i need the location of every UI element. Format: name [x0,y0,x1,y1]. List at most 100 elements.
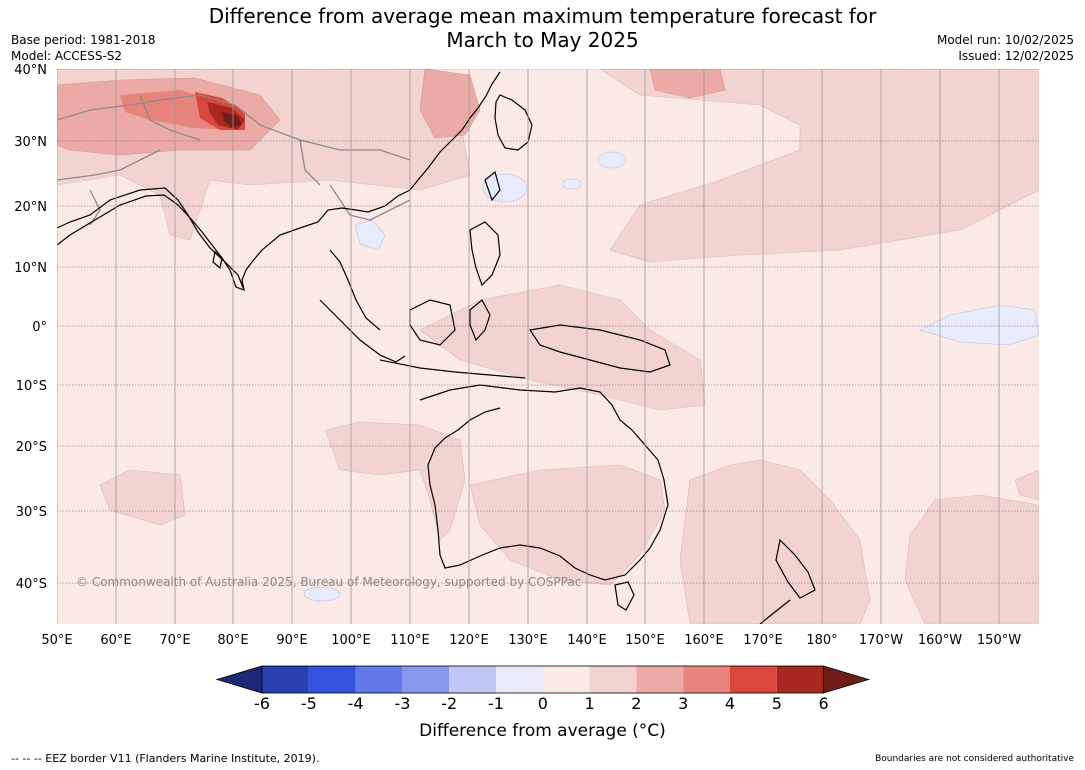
lat-label: 40°N [14,63,47,78]
coastline-new-guinea [528,324,671,373]
colorbar-tick-label: 3 [678,694,688,713]
coastline-nz-north [775,538,816,599]
colorbar-segments [215,665,870,694]
lon-label: 50°E [41,633,72,648]
lat-label: 10°S [16,379,47,394]
colorbar-segment [776,666,824,693]
longitude-gridlines [57,69,1000,624]
lon-label: 150°E [625,633,665,648]
colorbar-segment [730,666,777,693]
colorbar-title: Difference from average (°C) [419,721,666,741]
maritime-warm-region [419,284,706,411]
cool-spot-small [561,178,583,190]
border-line [57,149,161,181]
coastline-sumatra [319,299,406,363]
country-borders [57,94,411,226]
title-line-2: March to May 2025 [446,28,639,52]
coastline-japan-korea [494,94,533,151]
colorbar-extend-high [823,665,870,694]
model-run: Model run: 10/02/2025 [936,33,1074,47]
lat-label: 30°S [16,505,47,520]
lon-label: 150°W [977,633,1021,648]
coastline-australia [419,384,669,581]
longitude-labels: 50°E 60°E 70°E 80°E 90°E 100°E 110°E 120… [41,633,1021,648]
coastlines [57,71,816,624]
cool-spot-central-pacific [919,304,1039,346]
himalaya-anomaly-gt-6 [222,112,242,128]
lon-label: 60°E [100,633,131,648]
colorbar: -6 -5 -4 -3 -2 -1 0 1 2 3 4 5 6 [215,665,870,713]
cool-spot-southern-ocean [303,586,341,602]
anomaly-neg-regions [303,151,1039,602]
lon-label: 140°E [567,633,607,648]
cool-spot-north-pacific [597,151,627,169]
coastline-tasmania [614,581,635,611]
coastline-borneo [409,299,456,346]
lat-label: 30°N [14,135,47,150]
colorbar-tick-label: -1 [488,694,504,713]
colorbar-tick-label: 4 [725,694,735,713]
lat-label: 0° [32,320,47,335]
colorbar-segment [496,666,543,693]
copyright-text: © Commonwealth of Australia 2025, Bureau… [76,575,581,589]
colorbar-tick-label: -2 [441,694,457,713]
lat-label: 10°N [14,261,47,276]
lon-label: 110°E [390,633,430,648]
border-line [57,94,411,161]
colorbar-segment [355,666,403,693]
colorbar-segment [542,666,590,693]
colorbar-extend-low [215,665,263,694]
east-pacific-warm-spot [1014,469,1039,501]
colorbar-segment [308,666,356,693]
lon-label: 100°E [331,633,371,648]
lon-label: 90°E [276,633,307,648]
coastline-java-lesser-sunda [379,359,526,379]
nw-pacific-anomaly [649,69,726,99]
colorbar-segment [449,666,496,693]
colorbar-tick-label: -5 [301,694,317,713]
cool-spot-philippine-sea [482,173,528,203]
lat-label: 20°N [14,200,47,215]
colorbar-tick-label: -6 [254,694,270,713]
colorbar-tick-label: 0 [538,694,548,713]
coastline-india-arabia [57,187,246,292]
coastline-philippines [469,221,501,287]
colorbar-segment [636,666,684,693]
lon-label: 160°W [918,633,962,648]
colorbar-tick-label: -4 [348,694,364,713]
colorbar-segment [683,666,730,693]
colorbar-tick-label: 6 [819,694,829,713]
border-line [329,184,411,221]
lon-label: 180° [806,633,837,648]
coastline-sri-lanka [212,250,223,270]
south-pacific-warm-region [904,494,1039,624]
lon-label: 160°E [684,633,724,648]
border-line [89,189,101,226]
north-pacific-warm-region [599,69,1039,263]
model-name: Model: ACCESS-S2 [11,49,123,63]
cool-spot-indochina [354,219,386,251]
lon-label: 80°E [217,633,248,648]
lon-label: 170°W [859,633,903,648]
lon-label: 130°E [508,633,548,648]
colorbar-segment [589,666,637,693]
latitude-labels: 40°N 30°N 20°N 10°N 0° 10°S 20°S 30°S 40… [14,63,47,592]
boundary-disclaimer: Boundaries are not considered authoritat… [875,754,1074,764]
coastline-malay-peninsula [329,249,381,331]
colorbar-segment [262,666,309,693]
lon-label: 170°E [743,633,783,648]
eez-note: -- -- -- EEZ border V11 (Flanders Marine… [11,752,320,765]
lat-label: 40°S [16,577,47,592]
lat-label: 20°S [16,440,47,455]
coastline-nz-south [759,599,791,624]
border-line [139,94,201,141]
border-line [299,139,321,186]
meta-right: Model run: 10/02/2025 Issued: 12/02/2025 [937,32,1074,64]
colorbar-tick-label: 2 [631,694,641,713]
colorbar-tick-label: -3 [394,694,410,713]
lon-label: 120°E [449,633,489,648]
china-anomaly [419,69,481,139]
issued-date: Issued: 12/02/2025 [958,49,1074,63]
title-line-1: Difference from average mean maximum tem… [208,4,877,28]
coastline-taiwan [484,170,501,202]
